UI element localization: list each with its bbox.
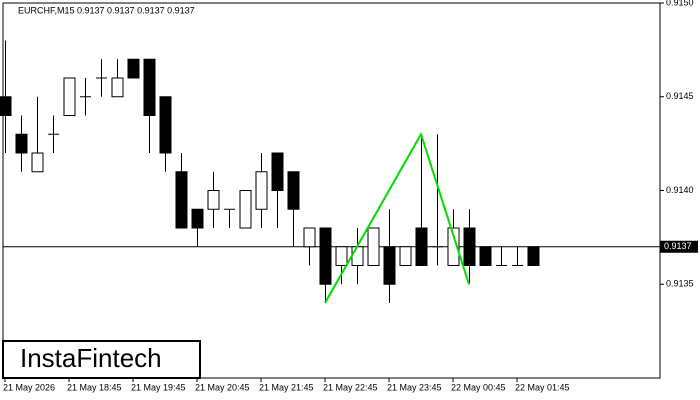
y-tick-label: 0.9140 (666, 185, 694, 195)
candle-body (303, 227, 316, 248)
x-tick-label: 21 May 18:45 (67, 382, 122, 392)
candle-body (255, 171, 268, 210)
candle-body (479, 246, 492, 266)
x-tick-label: 21 May 2026 (3, 382, 55, 392)
candle-body (383, 246, 396, 285)
candle-body (415, 227, 428, 266)
x-tick-label: 22 May 00:45 (451, 382, 506, 392)
candle-body (351, 246, 364, 266)
candle-body (159, 96, 172, 154)
x-tick-label: 21 May 21:45 (259, 382, 314, 392)
x-tick-label: 21 May 23:45 (387, 382, 442, 392)
candle-body (287, 171, 300, 210)
candle-body (127, 58, 140, 79)
x-tick-label: 22 May 01:45 (515, 382, 570, 392)
candle-body (319, 227, 332, 285)
logo: InstaFintech (20, 343, 162, 373)
x-tick-label: 21 May 22:45 (323, 382, 378, 392)
candle-body (239, 190, 252, 229)
y-tick-label: 0.9135 (666, 279, 694, 289)
logo-box (2, 340, 201, 379)
chart-title: EURCHF,M15 0.9137 0.9137 0.9137 0.9137 (18, 5, 195, 15)
plot-frame (2, 2, 661, 379)
y-tick-label: 0.9145 (666, 91, 694, 101)
x-tick-label: 21 May 19:45 (131, 382, 186, 392)
candle-body (111, 77, 124, 98)
pattern-line (324, 131, 470, 304)
candle-body (0, 96, 12, 116)
candle-body (527, 246, 540, 266)
candle-body (399, 246, 412, 266)
candle-body (31, 152, 44, 173)
last-price-label: 0.9137 (664, 241, 692, 251)
candle-body (175, 171, 188, 229)
candle-body (463, 227, 476, 266)
candle-body (63, 77, 76, 116)
y-tick-label: 0.9150 (666, 0, 694, 7)
candle-body (271, 152, 284, 191)
candle-body (207, 190, 220, 210)
x-tick-label: 21 May 20:45 (195, 382, 250, 392)
candle-body (367, 227, 380, 266)
candle-body (335, 246, 348, 266)
candle-body (143, 58, 156, 116)
candle-body (447, 227, 460, 266)
candle-body (15, 133, 28, 154)
last-price-box (660, 240, 698, 253)
candle-body (191, 208, 204, 229)
